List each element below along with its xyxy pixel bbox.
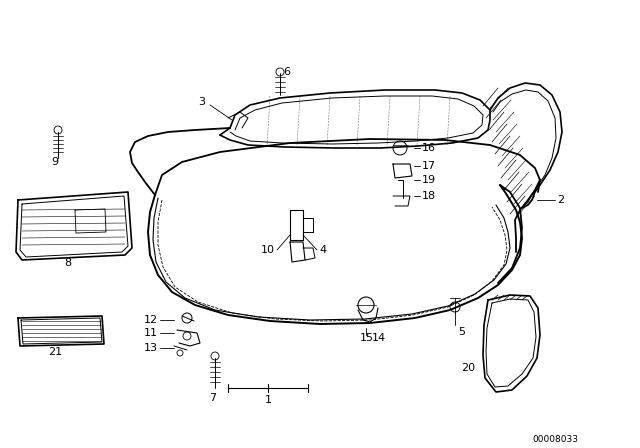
Text: 10: 10 — [261, 245, 275, 255]
Text: 16: 16 — [422, 143, 436, 153]
Text: 12: 12 — [144, 315, 158, 325]
Text: 13: 13 — [144, 343, 158, 353]
Text: 21: 21 — [48, 347, 62, 357]
Text: 7: 7 — [209, 393, 216, 403]
Text: 9: 9 — [51, 157, 59, 167]
Text: 19: 19 — [422, 175, 436, 185]
Text: 14: 14 — [372, 333, 386, 343]
Text: 17: 17 — [422, 161, 436, 171]
Text: 3: 3 — [198, 97, 205, 107]
Text: 6: 6 — [283, 67, 290, 77]
Text: 18: 18 — [422, 191, 436, 201]
Text: 8: 8 — [65, 258, 72, 268]
Text: 2: 2 — [557, 195, 564, 205]
Text: 11: 11 — [144, 328, 158, 338]
Text: 20: 20 — [461, 363, 475, 373]
Text: 15: 15 — [360, 333, 374, 343]
Text: 5: 5 — [458, 327, 465, 337]
Text: 4: 4 — [319, 245, 326, 255]
Text: 1: 1 — [264, 395, 271, 405]
Text: 00008033: 00008033 — [532, 435, 578, 444]
